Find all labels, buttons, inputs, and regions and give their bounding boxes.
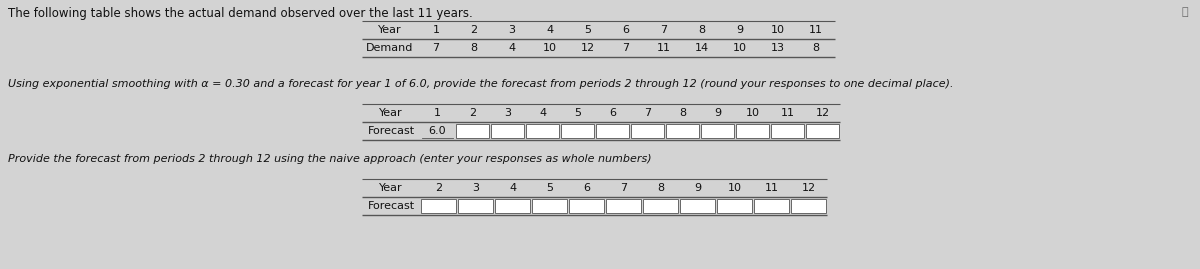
Text: Demand: Demand <box>366 43 413 53</box>
Bar <box>496 199 530 213</box>
Text: 6: 6 <box>610 108 616 118</box>
Bar <box>701 124 734 138</box>
Text: 10: 10 <box>745 108 760 118</box>
Text: Year: Year <box>378 25 401 35</box>
Text: 10: 10 <box>772 25 785 35</box>
Text: 6: 6 <box>623 25 630 35</box>
Text: Provide the forecast from periods 2 through 12 using the naive approach (enter y: Provide the forecast from periods 2 thro… <box>8 154 652 164</box>
Text: 2: 2 <box>470 25 478 35</box>
Text: 10: 10 <box>733 43 746 53</box>
Text: 6: 6 <box>583 183 590 193</box>
Text: 10: 10 <box>727 183 742 193</box>
Text: 11: 11 <box>809 25 823 35</box>
Bar <box>643 199 678 213</box>
Text: 3: 3 <box>472 183 479 193</box>
Bar <box>606 199 641 213</box>
Text: 12: 12 <box>581 43 595 53</box>
Bar <box>736 124 769 138</box>
Bar <box>458 199 493 213</box>
Text: 8: 8 <box>656 183 664 193</box>
Bar <box>491 124 524 138</box>
Text: 5: 5 <box>546 183 553 193</box>
Bar <box>562 124 594 138</box>
Text: 9: 9 <box>714 108 721 118</box>
Bar <box>421 199 456 213</box>
Text: 11: 11 <box>764 183 779 193</box>
Text: 12: 12 <box>802 183 816 193</box>
Text: Forecast: Forecast <box>367 201 414 211</box>
Text: Forecast: Forecast <box>367 126 414 136</box>
Text: 1: 1 <box>434 108 442 118</box>
Text: 7: 7 <box>623 43 630 53</box>
Text: 1: 1 <box>432 25 439 35</box>
Text: 11: 11 <box>780 108 794 118</box>
Bar <box>526 124 559 138</box>
Text: 9: 9 <box>737 25 744 35</box>
Text: The following table shows the actual demand observed over the last 11 years.: The following table shows the actual dem… <box>8 7 473 20</box>
Bar <box>791 199 826 213</box>
Text: 3: 3 <box>509 25 516 35</box>
Text: 4: 4 <box>539 108 546 118</box>
Text: 9: 9 <box>694 183 701 193</box>
Text: 5: 5 <box>584 25 592 35</box>
Text: Year: Year <box>379 183 403 193</box>
Bar <box>456 124 490 138</box>
Bar <box>806 124 839 138</box>
Text: 7: 7 <box>644 108 652 118</box>
Text: 8: 8 <box>698 25 706 35</box>
Text: 8: 8 <box>470 43 478 53</box>
Text: 7: 7 <box>660 25 667 35</box>
Bar <box>631 124 664 138</box>
Text: 5: 5 <box>574 108 581 118</box>
Bar <box>532 199 568 213</box>
Bar <box>754 199 790 213</box>
Text: Year: Year <box>379 108 403 118</box>
Text: 3: 3 <box>504 108 511 118</box>
Bar <box>680 199 715 213</box>
Text: Using exponential smoothing with α = 0.30 and a forecast for year 1 of 6.0, prov: Using exponential smoothing with α = 0.3… <box>8 79 954 89</box>
Text: 11: 11 <box>658 43 671 53</box>
Text: 4: 4 <box>509 183 516 193</box>
Text: ⎙: ⎙ <box>1181 7 1188 17</box>
Bar <box>718 199 752 213</box>
Text: 2: 2 <box>434 183 442 193</box>
Bar <box>569 199 604 213</box>
Text: 12: 12 <box>816 108 829 118</box>
Text: 2: 2 <box>469 108 476 118</box>
Text: 10: 10 <box>542 43 557 53</box>
Text: 4: 4 <box>509 43 516 53</box>
Bar <box>596 124 629 138</box>
Text: 4: 4 <box>546 25 553 35</box>
Text: 7: 7 <box>620 183 628 193</box>
Text: 8: 8 <box>679 108 686 118</box>
Text: 13: 13 <box>772 43 785 53</box>
Text: 8: 8 <box>812 43 820 53</box>
Bar <box>666 124 698 138</box>
Text: 6.0: 6.0 <box>428 126 446 136</box>
Bar <box>772 124 804 138</box>
Text: 7: 7 <box>432 43 439 53</box>
Text: 14: 14 <box>695 43 709 53</box>
